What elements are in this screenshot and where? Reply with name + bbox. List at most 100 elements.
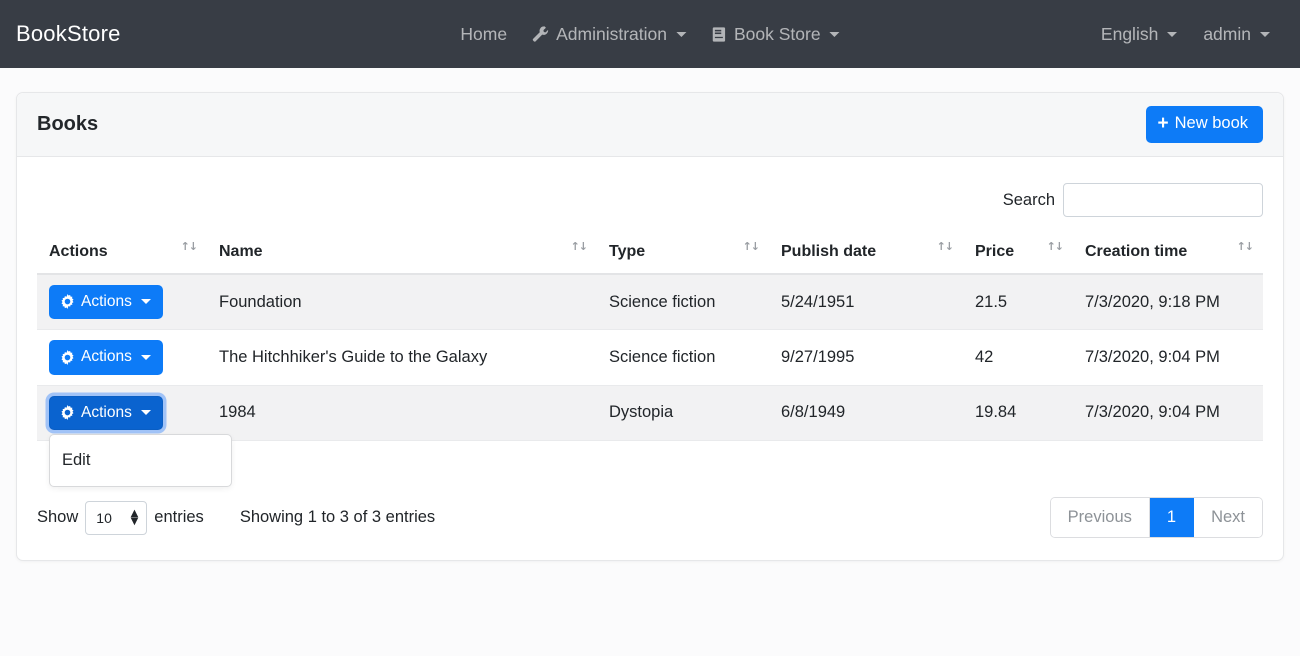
chevron-down-icon [140, 299, 151, 305]
gear-icon [60, 349, 75, 365]
cell-type: Science fiction [597, 274, 769, 331]
pagination-next[interactable]: Next [1194, 498, 1262, 538]
column-header-creation-time[interactable]: Creation time ↑↓ [1073, 233, 1263, 275]
column-header-name-label: Name [219, 243, 263, 260]
top-navbar: BookStore Home Administration [0, 0, 1300, 68]
cell-name: The Hitchhiker's Guide to the Galaxy [207, 329, 597, 386]
books-card: Books + New book Search Actions [16, 92, 1284, 562]
book-icon [710, 26, 727, 43]
actions-dropdown-menu: Edit [49, 434, 232, 488]
row-actions-button-label: Actions [81, 348, 132, 366]
column-header-name[interactable]: Name ↑↓ [207, 233, 597, 275]
cell-price: 21.5 [963, 274, 1073, 331]
new-book-button-label: New book [1174, 114, 1248, 133]
row-actions-button-label: Actions [81, 293, 132, 310]
cell-price: 19.84 [963, 385, 1073, 442]
chevron-down-icon [1260, 31, 1270, 37]
table-footer: Show 10 25 50 100 ▲▼ entries Showing 1 t… [37, 441, 1263, 539]
pagination-previous[interactable]: Previous [1050, 498, 1150, 538]
table-row: Actions The Hitchhiker's Guide to the Ga… [37, 329, 1263, 386]
language-selector[interactable]: English [1100, 23, 1178, 45]
column-header-price[interactable]: Price ↑↓ [963, 233, 1073, 275]
gear-icon [60, 404, 75, 420]
sort-icon: ↑↓ [570, 240, 588, 253]
dropdown-item-edit[interactable]: Edit [62, 451, 91, 470]
chevron-down-icon [829, 31, 840, 37]
row-actions-cell: Actions [37, 329, 207, 386]
row-actions-button-label: Actions [81, 403, 132, 421]
sort-icon: ↑↓ [1236, 240, 1254, 253]
cell-price: 42 [963, 329, 1073, 386]
sort-icon: ↑↓ [936, 240, 954, 253]
page-length-control: Show 10 25 50 100 ▲▼ entries [37, 500, 204, 535]
column-header-creation-time-label: Creation time [1085, 243, 1188, 260]
page-length-select-wrap: 10 25 50 100 ▲▼ [85, 500, 148, 535]
page-title: Books [37, 113, 99, 135]
nav-item-administration-label: Administration [556, 23, 667, 44]
column-header-type-label: Type [609, 243, 646, 260]
navbar-right-menu: English admin [1101, 24, 1284, 45]
table-header-row: Actions ↑↓ Name ↑↓ Type ↑↓ Publish dat [37, 233, 1263, 275]
table-header: Actions ↑↓ Name ↑↓ Type ↑↓ Publish dat [37, 233, 1263, 275]
cell-type: Dystopia [597, 385, 769, 442]
language-selector-label: English [1100, 23, 1159, 44]
column-header-price-label: Price [975, 243, 1015, 260]
chevron-down-icon [140, 354, 151, 360]
table-row: Actions Foundation Science fiction 5/24/… [37, 274, 1263, 331]
column-header-actions[interactable]: Actions ↑↓ [37, 233, 207, 275]
books-table: Actions ↑↓ Name ↑↓ Type ↑↓ Publish dat [37, 233, 1263, 488]
chevron-down-icon [676, 31, 686, 37]
search-label: Search [1002, 190, 1055, 209]
navbar-center-menu: Home Administration Book Store [460, 24, 840, 45]
sort-icon: ↑↓ [742, 240, 760, 253]
cell-publish-date: 9/27/1995 [769, 329, 963, 386]
cell-name: 1984 [207, 385, 597, 442]
gear-icon [60, 294, 75, 310]
page-container: Books + New book Search Actions [0, 68, 1300, 562]
search-input[interactable] [1063, 183, 1263, 217]
card-body: Search Actions ↑↓ Name [17, 157, 1283, 560]
cell-publish-date: 5/24/1951 [769, 274, 963, 331]
column-header-actions-label: Actions [49, 243, 108, 260]
column-header-publish-date[interactable]: Publish date ↑↓ [769, 233, 963, 275]
cell-creation-time: 7/3/2020, 9:04 PM [1073, 329, 1263, 386]
show-label: Show [37, 508, 79, 527]
pagination: Previous 1 Next [1049, 497, 1263, 539]
nav-item-home-label: Home [460, 23, 508, 44]
sort-icon: ↑↓ [180, 240, 198, 253]
cell-type: Science fiction [597, 329, 769, 386]
row-actions-button[interactable]: Actions [49, 395, 163, 431]
table-row: Actions Edit 1984 Dystopia 6/8/1949 [37, 385, 1263, 488]
column-header-publish-date-label: Publish date [781, 243, 877, 260]
nav-item-book-store-label: Book Store [734, 23, 821, 44]
nav-item-administration[interactable]: Administration [531, 24, 686, 45]
row-actions-button[interactable]: Actions [49, 285, 163, 320]
pagination-page-1[interactable]: 1 [1149, 498, 1195, 538]
cell-name: Foundation [207, 274, 597, 331]
table-body: Actions Foundation Science fiction 5/24/… [37, 274, 1263, 488]
actions-dropdown: Actions [49, 285, 163, 320]
cell-publish-date: 6/8/1949 [769, 385, 963, 442]
search-row: Search [37, 173, 1263, 233]
nav-item-home[interactable]: Home [460, 24, 507, 45]
nav-item-book-store[interactable]: Book Store [710, 24, 840, 45]
row-actions-cell: Actions Edit [37, 385, 232, 488]
user-menu[interactable]: admin [1203, 24, 1270, 45]
cell-creation-time: 7/3/2020, 9:18 PM [1073, 274, 1263, 331]
brand-logo[interactable]: BookStore [16, 21, 121, 46]
chevron-down-icon [140, 409, 151, 415]
row-actions-button[interactable]: Actions [49, 340, 163, 375]
sort-icon: ↑↓ [1046, 240, 1064, 253]
showing-entries-info: Showing 1 to 3 of 3 entries [239, 508, 436, 527]
new-book-button[interactable]: + New book [1145, 106, 1263, 143]
user-menu-label: admin [1203, 23, 1251, 44]
actions-dropdown-open: Actions Edit [49, 395, 232, 488]
actions-dropdown: Actions [49, 340, 163, 375]
cell-creation-time: 7/3/2020, 9:04 PM [1073, 385, 1263, 442]
card-header: Books + New book [17, 93, 1283, 157]
column-header-type[interactable]: Type ↑↓ [597, 233, 769, 275]
entries-label: entries [154, 508, 204, 527]
page-length-select[interactable]: 10 25 50 100 [85, 500, 148, 535]
plus-icon: + [1157, 112, 1169, 134]
wrench-icon [531, 25, 549, 43]
